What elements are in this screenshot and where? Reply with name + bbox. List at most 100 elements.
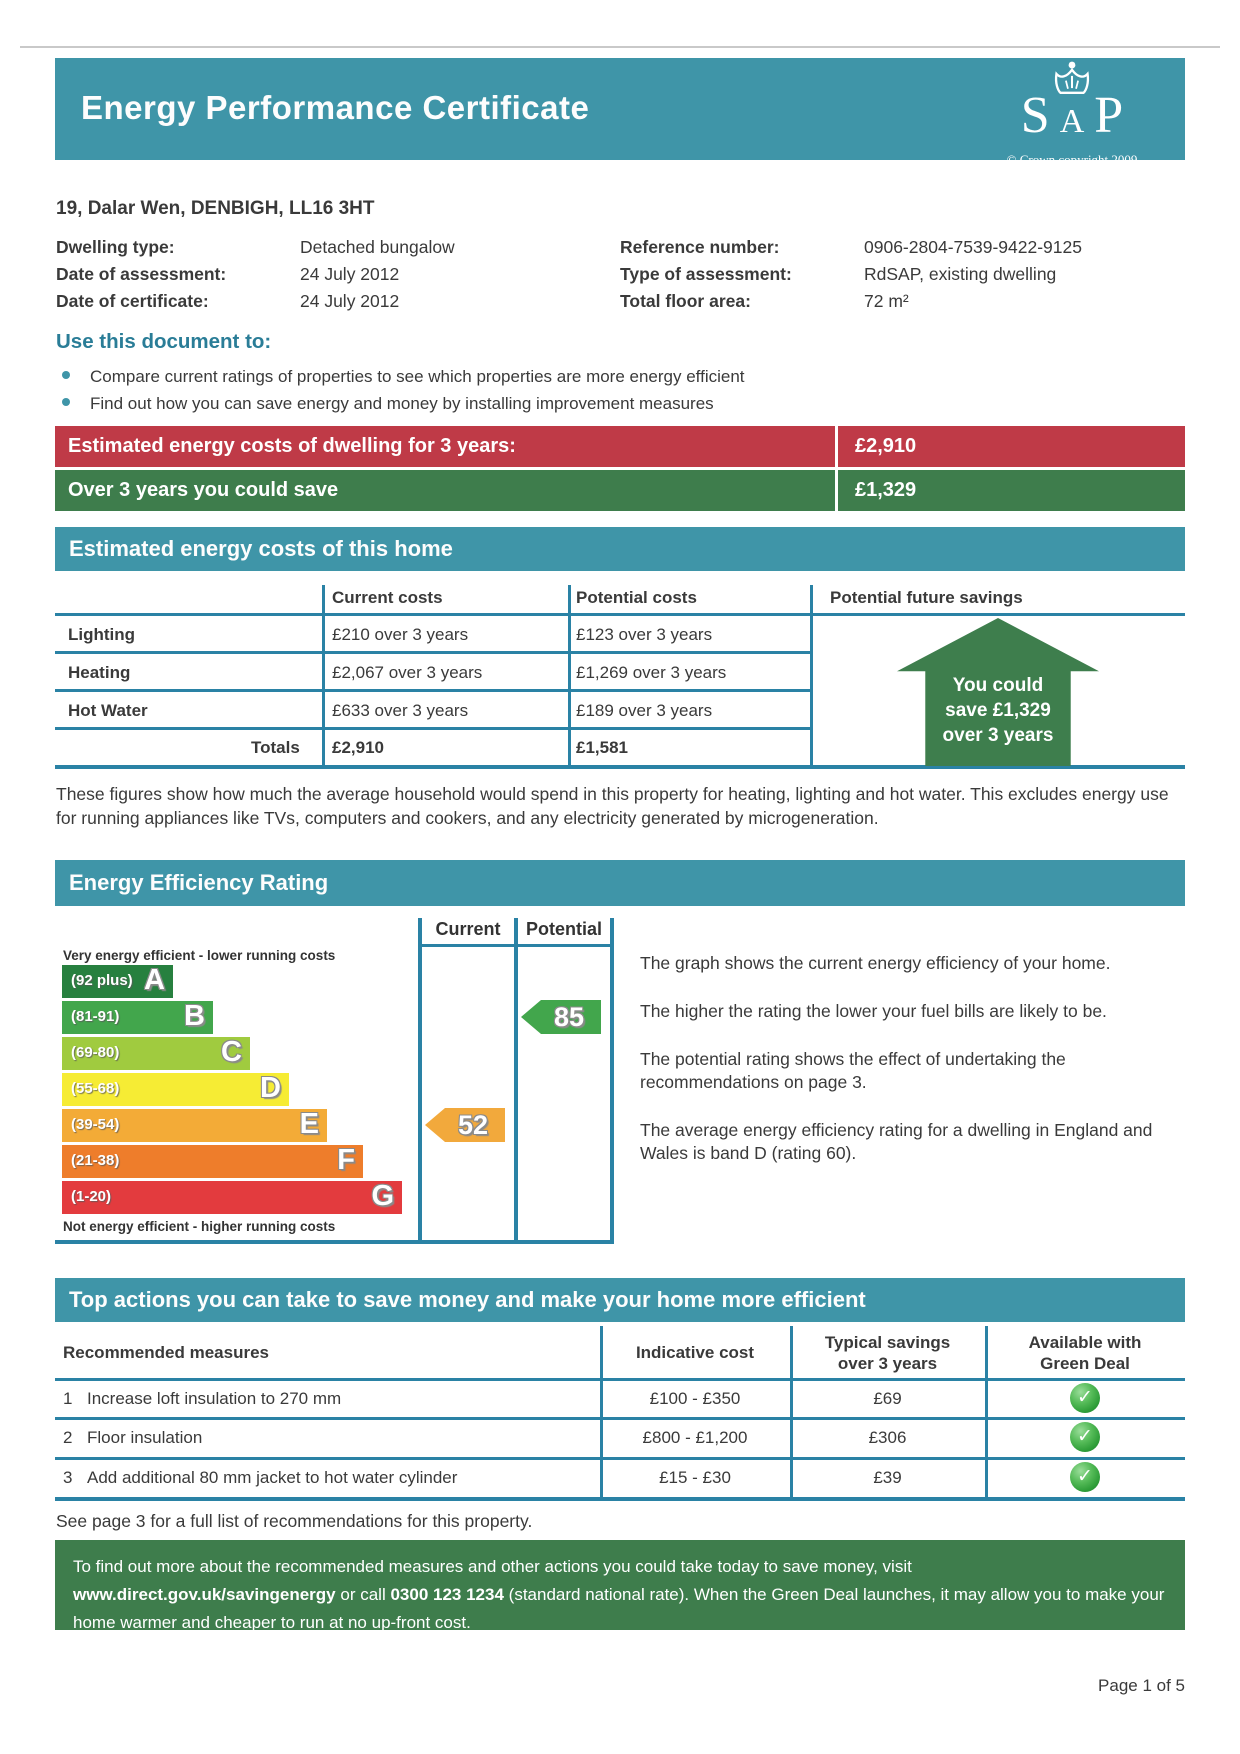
action-row-2-cost: £800 - £1,200 — [642, 1428, 748, 1447]
table-border — [55, 1497, 1185, 1501]
savings-line-3: over 3 years — [942, 725, 1054, 746]
col-header-measures: Recommended measures — [63, 1343, 269, 1362]
action-row-3-savings: £39 — [873, 1468, 902, 1487]
epc-band-g: (1-20) G — [62, 1180, 402, 1214]
chart-bottom-label: Not energy efficient - higher running co… — [63, 1219, 336, 1234]
detail-label: Date of certificate: — [56, 291, 209, 311]
rating-note-1: The graph shows the current energy effic… — [640, 953, 1111, 973]
check-glyph: ✓ — [1077, 1426, 1093, 1447]
document-title: Energy Performance Certificate — [81, 89, 590, 126]
col-header-current: Current costs — [332, 588, 443, 607]
detail-label: Date of assessment: — [56, 264, 227, 284]
rating-note-2: The higher the rating the lower your fue… — [640, 1001, 1107, 1021]
sap-letter-p: P — [1094, 87, 1124, 144]
band-letter: E — [299, 1108, 319, 1140]
detail-label: Dwelling type: — [56, 237, 175, 257]
col-header-green-deal: Available with Green Deal — [985, 1332, 1185, 1374]
table-border — [55, 1378, 1185, 1381]
chart-col-current: Current — [435, 919, 501, 939]
check-glyph: ✓ — [1077, 1466, 1093, 1487]
chart-border — [610, 918, 614, 1244]
savings-banner: Over 3 years you could save £1,329 — [55, 470, 1185, 511]
hot-water-potential: £189 over 3 years — [576, 701, 713, 720]
band-letter: G — [371, 1180, 394, 1212]
detail-label: Reference number: — [620, 237, 780, 257]
table-border — [55, 1417, 1185, 1420]
bullet-text: Find out how you can save energy and mon… — [90, 394, 714, 413]
current-rating-arrow: 52 — [425, 1108, 505, 1142]
band-range: (69-80) — [71, 1044, 120, 1061]
col-header-cost: Indicative cost — [635, 1343, 755, 1362]
savings-line-2: save £1,329 — [945, 700, 1051, 721]
measure-number: 3 — [63, 1468, 73, 1487]
lighting-current: £210 over 3 years — [332, 625, 469, 644]
page-number: Page 1 of 5 — [1098, 1676, 1185, 1695]
table-border — [790, 1326, 793, 1501]
hot-water-current: £633 over 3 years — [332, 701, 469, 720]
top-actions-table: Recommended measures Indicative cost Typ… — [55, 1326, 1185, 1501]
savings-label: Over 3 years you could save — [68, 479, 339, 501]
estimated-cost-label: Estimated energy costs of dwelling for 3… — [68, 435, 516, 457]
action-row-1-measure: 1 Increase loft insulation to 270 mm — [63, 1389, 341, 1409]
measure-number: 2 — [63, 1428, 73, 1447]
chart-border — [418, 918, 422, 1244]
estimated-cost-value: £2,910 — [855, 435, 917, 457]
use-document-heading: Use this document to: — [56, 330, 272, 353]
epc-band-f: (21-38) F — [62, 1144, 363, 1178]
col-header-green-deal-line1: Available with — [1028, 1333, 1142, 1352]
table-border — [600, 1326, 603, 1501]
measure-text: Floor insulation — [87, 1428, 203, 1447]
detail-value: RdSAP, existing dwelling — [864, 264, 1057, 284]
heating-potential: £1,269 over 3 years — [576, 663, 727, 682]
heating-current: £2,067 over 3 years — [332, 663, 483, 682]
band-letter: B — [184, 1000, 205, 1032]
detail-dwelling-type: Dwelling type: Detached bungalow — [56, 237, 455, 258]
info-text: or call — [340, 1585, 386, 1604]
table-border — [985, 1326, 988, 1501]
band-letter: A — [144, 964, 165, 996]
rating-notes: The graph shows the current energy effic… — [640, 952, 1188, 1190]
costs-footnote: These figures show how much the average … — [56, 784, 1169, 828]
banner-divider — [835, 426, 838, 467]
info-text: To find out more about the recommended m… — [73, 1557, 912, 1576]
green-deal-check-icon: ✓ — [1070, 1383, 1100, 1413]
savings-house-badge: You could save £1,329 over 3 years — [897, 618, 1099, 766]
detail-date-assessment: Date of assessment: 24 July 2012 — [56, 264, 399, 285]
measure-number: 1 — [63, 1389, 73, 1408]
table-border — [55, 765, 1185, 769]
energy-efficiency-chart: Current Potential Very energy efficient … — [55, 918, 675, 1244]
band-letter: D — [260, 1072, 281, 1104]
detail-value: 24 July 2012 — [300, 291, 400, 311]
row-label-totals: Totals — [251, 738, 300, 757]
action-row-1-savings: £69 — [873, 1389, 902, 1408]
col-header-potential: Potential costs — [576, 588, 697, 607]
band-range: (39-54) — [71, 1116, 120, 1133]
action-row-2-measure: 2 Floor insulation — [63, 1428, 202, 1448]
epc-band-d: (55-68) D — [62, 1072, 289, 1106]
epc-band-a: (92 plus) A — [62, 964, 173, 998]
green-deal-check-icon: ✓ — [1070, 1462, 1100, 1492]
savings-house-text: You could save £1,329 over 3 years — [897, 673, 1099, 748]
detail-date-certificate: Date of certificate: 24 July 2012 — [56, 291, 399, 312]
detail-reference-number: Reference number: 0906-2804-7539-9422-912… — [620, 237, 1082, 258]
band-range: (21-38) — [71, 1152, 120, 1169]
estimated-costs-table: Current costs Potential costs Potential … — [55, 585, 1185, 769]
epc-band-e: (39-54) E — [62, 1108, 327, 1142]
band-range: (1-20) — [71, 1188, 112, 1205]
rating-note-3: The potential rating shows the effect of… — [640, 1049, 1066, 1092]
sap-letter-s: S — [1020, 87, 1050, 144]
totals-potential: £1,581 — [576, 738, 628, 757]
crown-copyright: © Crown copyright 2009 — [1006, 152, 1138, 167]
sap-letter-a: A — [1059, 103, 1085, 140]
page-top-rule — [20, 46, 1220, 48]
col-header-savings: Typical savings over 3 years — [790, 1332, 985, 1374]
table-border — [568, 585, 571, 769]
info-box-text: To find out more about the recommended m… — [55, 1540, 1185, 1637]
measure-text: Increase loft insulation to 270 mm — [87, 1389, 342, 1408]
use-document-bullet-2: Find out how you can save energy and mon… — [62, 394, 714, 414]
detail-type-assessment: Type of assessment: RdSAP, existing dwell… — [620, 264, 1056, 285]
section-banner-top-actions: Top actions you can take to save money a… — [55, 1278, 1185, 1322]
col-header-green-deal-line2: Green Deal — [1040, 1354, 1130, 1373]
section-banner-estimated-costs: Estimated energy costs of this home — [55, 527, 1185, 571]
band-letter: C — [221, 1036, 242, 1068]
